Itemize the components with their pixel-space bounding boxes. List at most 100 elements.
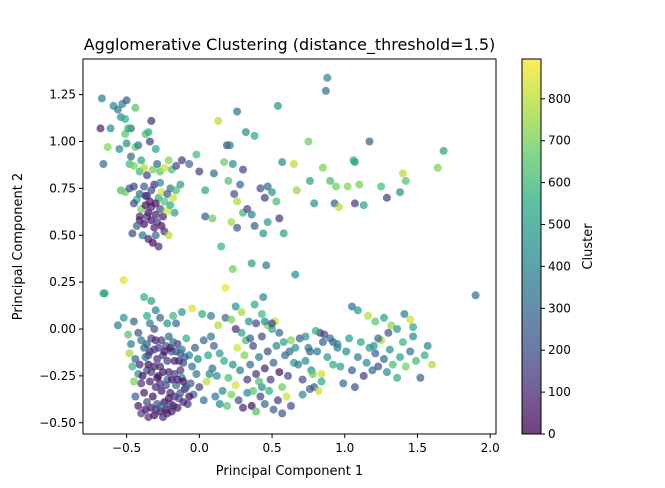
- y-tick-label: 1.25: [49, 88, 76, 102]
- scatter-point: [252, 407, 261, 416]
- scatter-point: [220, 158, 229, 167]
- colorbar-tick-label: 800: [548, 92, 571, 106]
- scatter-point: [233, 343, 242, 352]
- scatter-point: [124, 330, 133, 339]
- scatter-point: [256, 184, 265, 193]
- scatter-point: [227, 218, 236, 227]
- scatter-point: [227, 315, 236, 324]
- scatter-point: [201, 186, 210, 195]
- scatter-point: [131, 103, 140, 112]
- scatter-point: [157, 336, 166, 345]
- scatter-point: [268, 325, 276, 333]
- colorbar-tick-label: 100: [548, 385, 571, 399]
- scatter-point: [148, 165, 157, 174]
- scatter-point: [119, 313, 128, 322]
- scatter-point: [260, 317, 269, 326]
- scatter-point: [374, 334, 383, 343]
- scatter-point: [285, 347, 294, 356]
- scatter-point: [119, 276, 128, 285]
- scatter-point: [400, 310, 409, 318]
- scatter-point: [428, 360, 436, 369]
- scatter-point: [129, 199, 138, 208]
- scatter-point: [164, 231, 173, 240]
- scatter-point: [362, 358, 371, 367]
- scatter-point: [348, 366, 356, 375]
- scatter-point: [311, 326, 320, 335]
- scatter-point: [279, 338, 288, 347]
- scatter-point: [221, 283, 230, 292]
- scatter-point: [269, 405, 278, 414]
- scatter-point: [228, 265, 237, 273]
- scatter-point: [148, 238, 157, 247]
- colorbar-tick-label: 700: [548, 134, 571, 148]
- scatter-point: [211, 392, 220, 401]
- scatter-point: [364, 311, 372, 320]
- scatter-point: [176, 180, 185, 189]
- scatter-point: [401, 176, 410, 185]
- scatter-point: [159, 368, 167, 377]
- scatter-point: [99, 289, 108, 298]
- scatter-point: [259, 229, 268, 238]
- scatter-point: [223, 401, 231, 410]
- scatter-point: [172, 186, 181, 195]
- scatter-point: [224, 176, 233, 185]
- scatter-point: [237, 308, 246, 317]
- scatter-point: [433, 163, 442, 172]
- scatter-point: [369, 341, 378, 350]
- scatter-point: [153, 160, 162, 168]
- scatter-point: [147, 116, 156, 125]
- scatter-point: [255, 377, 263, 386]
- scatter-point: [318, 163, 327, 172]
- scatter-point: [129, 182, 138, 191]
- scatter-point: [131, 355, 140, 363]
- scatter-point: [185, 160, 194, 168]
- scatter-point: [236, 180, 245, 189]
- scatter-point: [268, 319, 276, 328]
- scatter-point: [179, 377, 188, 386]
- colorbar-tick-label: 600: [548, 176, 571, 190]
- scatter-point: [214, 116, 223, 125]
- plot-frame: [82, 58, 497, 435]
- scatter-point: [301, 332, 310, 341]
- scatter-point: [385, 345, 394, 354]
- scatter-point: [247, 401, 256, 410]
- scatter-point: [304, 137, 313, 146]
- scatter-point: [140, 220, 149, 228]
- scatter-point: [156, 178, 165, 187]
- scatter-point: [179, 398, 188, 407]
- scatter-point: [393, 373, 402, 382]
- scatter-point: [208, 214, 217, 223]
- scatter-point: [169, 338, 178, 347]
- scatter-point: [359, 201, 368, 210]
- scatter-point: [151, 405, 160, 414]
- scatter-point: [272, 341, 281, 350]
- scatter-point: [147, 296, 156, 305]
- scatter-point: [471, 291, 480, 300]
- x-tick-label: 0.0: [190, 441, 209, 455]
- scatter-point: [275, 328, 284, 337]
- scatter-point: [113, 105, 122, 114]
- scatter-point: [252, 370, 261, 378]
- scatter-point: [214, 321, 223, 330]
- scatter-point: [374, 362, 383, 371]
- x-tick-label: −0.5: [112, 441, 141, 455]
- scatter-point: [246, 360, 255, 369]
- y-axis-label: Principal Component 2: [11, 173, 26, 320]
- scatter-point: [343, 182, 352, 191]
- scatter-point: [321, 86, 330, 95]
- scatter-point: [177, 156, 186, 165]
- scatter-point: [420, 351, 429, 360]
- y-tick-label: 0.50: [49, 228, 76, 242]
- scatter-point: [204, 351, 213, 360]
- scatter-point: [160, 347, 169, 356]
- scatter-point: [164, 332, 173, 341]
- scatter-point: [380, 355, 388, 363]
- scatter-point: [151, 199, 160, 208]
- scatter-point: [127, 340, 135, 348]
- scatter-point: [129, 161, 138, 170]
- scatter-point: [144, 128, 153, 137]
- scatter-point: [406, 347, 415, 356]
- scatter-point: [243, 205, 252, 213]
- scatter-point: [275, 214, 284, 223]
- scatter-point: [103, 143, 112, 152]
